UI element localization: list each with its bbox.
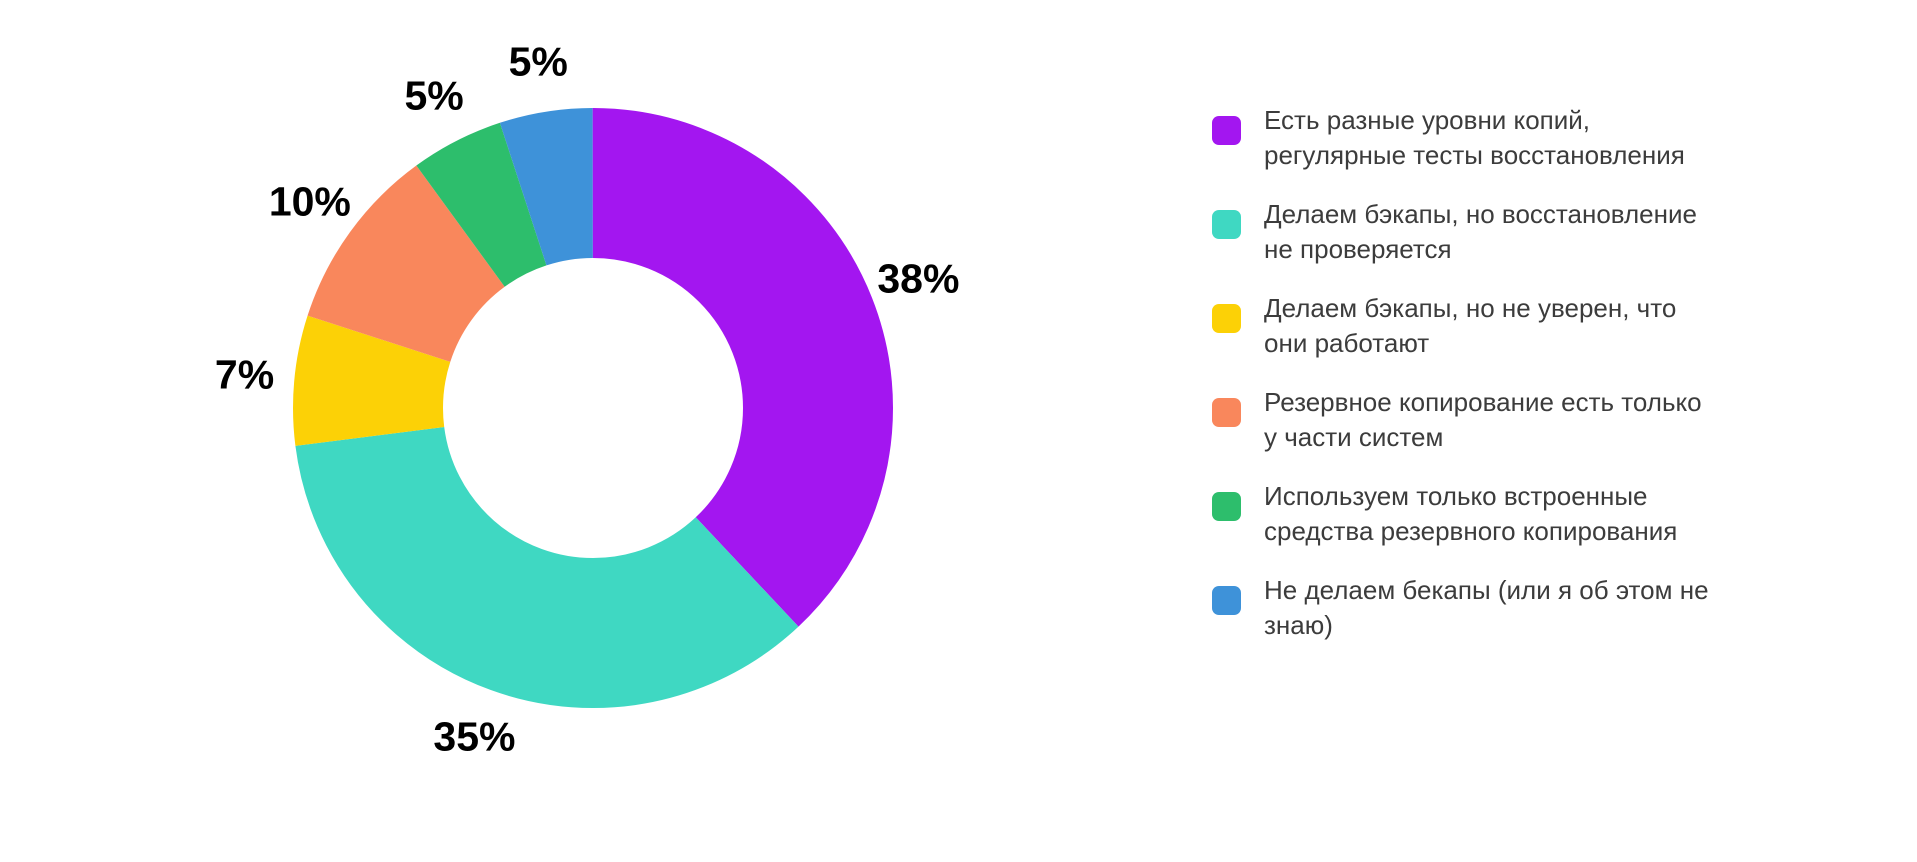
legend-item-2: Делаем бэкапы, но восстановление не пров… — [1212, 197, 1709, 267]
legend-label-5-line-1: Используем только встроенные — [1264, 481, 1648, 511]
donut-segment — [293, 108, 893, 708]
legend-label-4-line-2: у части систем — [1264, 422, 1444, 452]
legend-item-4: Резервное копирование есть только у част… — [1212, 385, 1709, 455]
data-label-segment-4: 10% — [268, 178, 351, 225]
data-label-segment-5: 5% — [404, 72, 464, 119]
legend-swatch-yellow — [1212, 304, 1241, 333]
data-label-segment-1: 38% — [877, 255, 960, 302]
legend-item-1: Есть разные уровни копий, регулярные тес… — [1212, 103, 1709, 173]
legend-label-2-line-2: не проверяется — [1264, 234, 1452, 264]
legend-label-1-line-2: регулярные тесты восстановления — [1264, 140, 1685, 170]
legend-label-6-line-2: знаю) — [1264, 610, 1333, 640]
legend-label-5-line-2: средства резервного копирования — [1264, 516, 1678, 546]
data-label-segment-3: 7% — [214, 351, 275, 398]
legend-label-4: Резервное копирование есть только у част… — [1264, 385, 1702, 455]
legend-label-1-line-1: Есть разные уровни копий, — [1264, 105, 1591, 135]
legend-label-6: Не делаем бекапы (или я об этом не знаю) — [1264, 573, 1709, 643]
legend-item-3: Делаем бэкапы, но не уверен, что они раб… — [1212, 291, 1709, 361]
legend-swatch-blue — [1212, 586, 1241, 615]
legend-label-3-line-2: они работают — [1264, 328, 1430, 358]
data-label-segment-2: 35% — [433, 713, 516, 760]
legend-swatch-teal — [1212, 210, 1241, 239]
legend-item-5: Используем только встроенные средства ре… — [1212, 479, 1709, 549]
legend-label-3-line-1: Делаем бэкапы, но не уверен, что — [1264, 293, 1677, 323]
legend-label-2-line-1: Делаем бэкапы, но восстановление — [1264, 199, 1697, 229]
legend-label-6-line-1: Не делаем бекапы (или я об этом не — [1264, 575, 1709, 605]
legend-label-2: Делаем бэкапы, но восстановление не пров… — [1264, 197, 1697, 267]
donut-segment — [293, 108, 893, 708]
legend-swatch-green — [1212, 492, 1241, 521]
legend-label-5: Используем только встроенные средства ре… — [1264, 479, 1677, 549]
legend-label-1: Есть разные уровни копий, регулярные тес… — [1264, 103, 1685, 173]
donut-svg — [293, 108, 893, 708]
legend-label-4-line-1: Резервное копирование есть только — [1264, 387, 1702, 417]
legend-swatch-purple — [1212, 116, 1241, 145]
legend-label-3: Делаем бэкапы, но не уверен, что они раб… — [1264, 291, 1676, 361]
data-label-segment-6: 5% — [508, 38, 568, 85]
donut-segment — [293, 108, 893, 708]
donut-chart — [293, 108, 893, 708]
chart-legend: Есть разные уровни копий, регулярные тес… — [1212, 103, 1709, 643]
legend-item-6: Не делаем бекапы (или я об этом не знаю) — [1212, 573, 1709, 643]
legend-swatch-orange — [1212, 398, 1241, 427]
